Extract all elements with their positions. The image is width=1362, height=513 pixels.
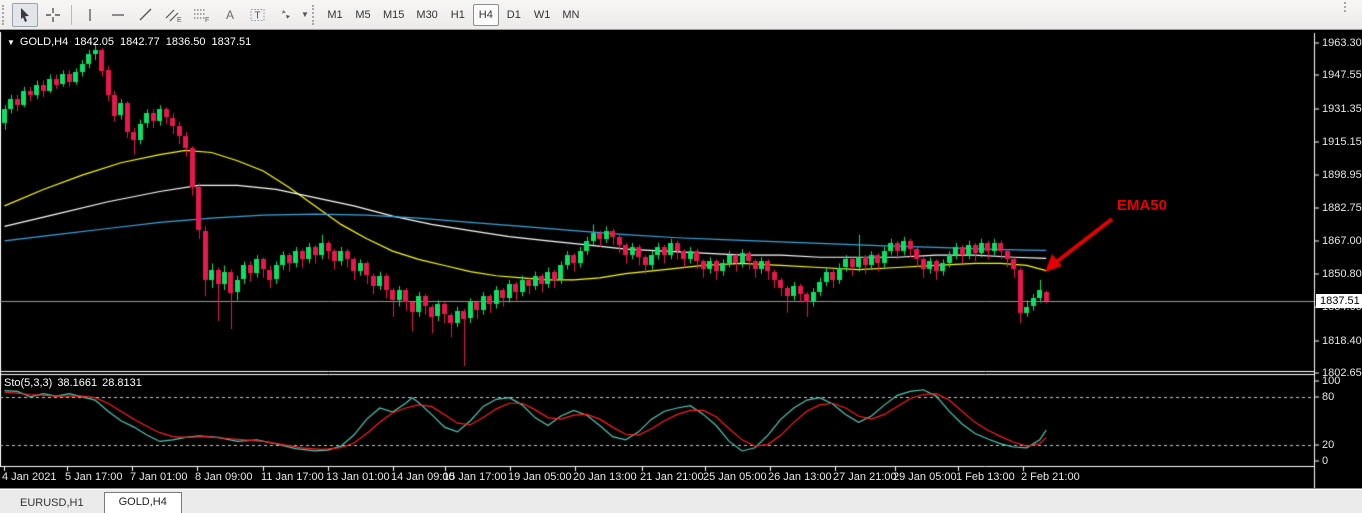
arrows-dropdown-button[interactable]: ▼ [300, 3, 310, 27]
timeframe-button-m1[interactable]: M1 [322, 4, 348, 26]
time-axis-label: 11 Jan 17:00 [261, 471, 324, 483]
cursor-tool-button[interactable] [12, 2, 38, 27]
vertical-line-icon [82, 7, 98, 23]
stochastic-axis-label: 0 [1322, 454, 1329, 467]
chart-dropdown-icon[interactable]: ▼ [7, 38, 15, 47]
current-price-badge: 1837.51 [1316, 294, 1362, 309]
stochastic-axis-label: 80 [1322, 390, 1335, 403]
ohlc-high: 1842.77 [119, 36, 160, 48]
chart-tabbar: EURUSD,H1 GOLD,H4 [0, 489, 1362, 513]
time-axis-label: 7 Jan 01:00 [130, 471, 188, 483]
time-axis-label: 14 Jan 09:00 [391, 471, 455, 483]
svg-text:F: F [205, 17, 209, 23]
equidistant-channel-icon: E [165, 7, 183, 23]
arrows-tool-button[interactable] [273, 3, 299, 27]
text-label-tool-button[interactable]: T [245, 3, 271, 27]
chart-tab-gold-h4[interactable]: GOLD,H4 [103, 492, 182, 513]
horizontal-line-tool-button[interactable] [105, 3, 131, 27]
time-axis-label: 21 Jan 21:00 [640, 471, 704, 483]
price-axis-label: 1947.55 [1322, 69, 1362, 82]
svg-text:E: E [177, 17, 182, 23]
equidistant-channel-tool-button[interactable]: E [161, 3, 187, 27]
text-tool-button[interactable]: A [217, 3, 243, 27]
price-axis-label: 1850.80 [1322, 268, 1362, 281]
price-axis-label: 1931.35 [1322, 102, 1362, 115]
timeframe-button-mn[interactable]: MN [557, 4, 584, 26]
ema50-annotation: EMA50 [1117, 197, 1168, 214]
time-axis-label: 8 Jan 09:00 [195, 471, 253, 483]
price-axis-label: 1882.75 [1322, 202, 1362, 215]
stochastic-name: Sto(5,3,3) [4, 377, 53, 389]
chart-symbol: GOLD,H4 [19, 36, 69, 48]
time-axis-label: 19 Jan 05:00 [508, 471, 572, 483]
stochastic-k-value: 38.1661 [57, 377, 98, 389]
chart-window: ▼ GOLD,H4 1842.05 1842.77 1836.50 1837.51 Sto… [0, 31, 1362, 490]
time-axis-label: 5 Jan 17:00 [65, 471, 123, 483]
timeframe-button-m5[interactable]: M5 [350, 4, 376, 26]
ohlc-low: 1836.50 [165, 36, 206, 48]
vertical-line-tool-button[interactable] [77, 3, 103, 27]
crosshair-tool-button[interactable] [40, 3, 66, 27]
horizontal-line-icon [110, 7, 126, 23]
stochastic-axis-label: 100 [1322, 375, 1341, 387]
fibonacci-icon: F [193, 7, 211, 23]
text-label-icon: T [249, 7, 267, 23]
ohlc-open: 1842.05 [74, 36, 114, 48]
stochastic-axis-label: 20 [1322, 438, 1335, 451]
price-axis-label: 1818.40 [1322, 334, 1362, 347]
trendline-tool-button[interactable] [133, 3, 159, 27]
toolbar-grip[interactable] [2, 4, 8, 25]
price-axis-label: 1802.65 [1322, 367, 1362, 379]
timeframe-button-d1[interactable]: D1 [501, 4, 527, 26]
toolbar-separator [71, 4, 72, 25]
timeframe-button-w1[interactable]: W1 [529, 4, 556, 26]
toolbar-end-grip[interactable] [1344, 2, 1348, 12]
arrows-icon [278, 7, 294, 23]
svg-text:A: A [226, 8, 234, 22]
time-axis-label: 27 Jan 21:00 [833, 471, 897, 483]
crosshair-icon [45, 7, 61, 23]
ohlc-close: 1837.51 [211, 36, 252, 48]
timeframe-button-m15[interactable]: M15 [378, 4, 409, 26]
price-axis-label: 1867.00 [1322, 234, 1362, 247]
price-axis-label: 1963.30 [1322, 37, 1362, 49]
text-icon: A [222, 7, 238, 23]
time-axis-label: 15 Jan 17:00 [443, 471, 507, 483]
price-axis-label: 1898.95 [1322, 169, 1362, 182]
price-chart-canvas[interactable] [0, 31, 1362, 490]
timeframe-button-h4[interactable]: H4 [472, 3, 499, 26]
time-axis-label: 13 Jan 01:00 [326, 471, 390, 483]
timeframe-button-h1[interactable]: H1 [445, 4, 471, 26]
cursor-icon [17, 7, 33, 23]
svg-text:T: T [255, 10, 261, 21]
time-axis-label: 26 Jan 13:00 [768, 471, 832, 483]
fibonacci-tool-button[interactable]: F [189, 3, 215, 27]
time-axis-label: 2 Feb 21:00 [1021, 471, 1080, 483]
time-axis-label: 4 Jan 2021 [2, 471, 57, 483]
time-axis-label: 1 Feb 13:00 [956, 471, 1015, 483]
stochastic-d-value: 28.8131 [102, 377, 142, 389]
timeframe-toolbar-grip[interactable] [312, 4, 318, 25]
time-axis-label: 25 Jan 05:00 [703, 471, 767, 483]
chart-tab-eurusd-h1[interactable]: EURUSD,H1 [20, 497, 84, 509]
stochastic-label: Sto(5,3,3) 38.1661 28.8131 [4, 377, 147, 389]
timeframe-button-m30[interactable]: M30 [411, 4, 442, 26]
timeframe-buttons: M1 M5 M15 M30 H1 H4 D1 W1 MN [321, 3, 585, 26]
chart-title: ▼ GOLD,H4 1842.05 1842.77 1836.50 1837.51 [7, 36, 257, 48]
toolbar: E F A T ▼ M1 M5 M15 M30 H1 H4 D1 W1 MN [0, 0, 1362, 30]
price-axis-label: 1915.15 [1322, 135, 1362, 148]
trendline-icon [138, 7, 154, 23]
time-axis-label: 20 Jan 13:00 [573, 471, 637, 483]
time-axis-label: 29 Jan 05:00 [893, 471, 957, 483]
